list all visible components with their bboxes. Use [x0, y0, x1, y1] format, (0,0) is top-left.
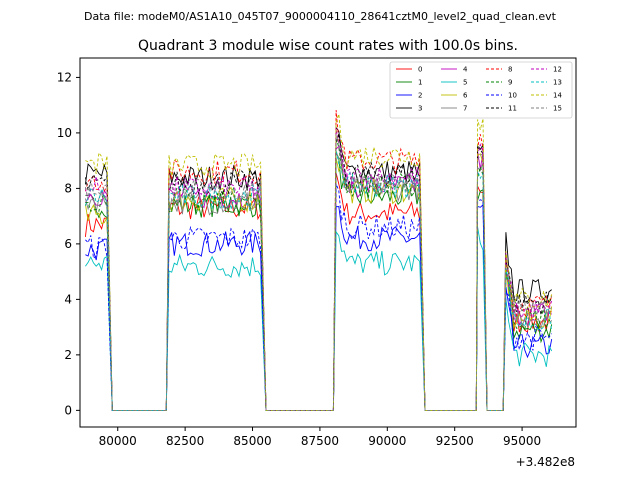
- legend-label-11: 11: [508, 105, 517, 113]
- plot-border: [79, 57, 577, 428]
- series-line-14: [85, 113, 553, 411]
- y-tick-label: 0: [64, 403, 72, 417]
- file-label: Data file: modeM0/AS1A10_045T07_90000041…: [84, 10, 557, 23]
- series-layer: [84, 110, 553, 411]
- x-tick-label: 92500: [436, 434, 474, 448]
- y-tick-label: 8: [64, 181, 72, 195]
- x-tick-label: 87500: [301, 434, 339, 448]
- x-axis: 80000 82500 85000 87500 90000 92500 95000: [99, 427, 541, 448]
- legend-label-8: 8: [508, 66, 512, 74]
- legend-label-4: 4: [463, 66, 468, 74]
- legend-label-6: 6: [463, 92, 468, 100]
- legend-label-13: 13: [553, 79, 562, 87]
- x-tick-label: 95000: [503, 434, 541, 448]
- legend-label-1: 1: [418, 79, 422, 87]
- series-line-12: [84, 128, 553, 411]
- y-axis: 0 2 4 6 8 10 12: [57, 70, 80, 417]
- legend-label-3: 3: [418, 105, 422, 113]
- series-line-10: [85, 183, 553, 411]
- legend-label-9: 9: [508, 79, 512, 87]
- y-tick-label: 2: [64, 348, 72, 362]
- legend-label-0: 0: [418, 66, 422, 74]
- series-line-15: [84, 133, 553, 411]
- y-tick-label: 4: [64, 292, 72, 306]
- y-tick-label: 10: [57, 126, 72, 140]
- x-tick-label: 82500: [166, 434, 204, 448]
- y-tick-label: 12: [57, 70, 72, 84]
- legend-label-2: 2: [418, 92, 422, 100]
- x-tick-label: 80000: [99, 434, 137, 448]
- legend-label-10: 10: [508, 92, 517, 100]
- x-tick-label: 85000: [233, 434, 271, 448]
- legend-label-12: 12: [553, 66, 562, 74]
- legend-box: [389, 61, 573, 119]
- plot-frame: [80, 58, 576, 427]
- y-tick-label: 6: [64, 237, 72, 251]
- legend-label-14: 14: [553, 92, 562, 100]
- x-tick-label: 90000: [368, 434, 406, 448]
- legend-label-7: 7: [463, 105, 467, 113]
- legend-label-15: 15: [553, 105, 562, 113]
- chart-title: Quadrant 3 module wise count rates with …: [138, 38, 518, 54]
- legend-label-5: 5: [463, 79, 467, 87]
- x-offset-label: +3.482e8: [516, 455, 575, 469]
